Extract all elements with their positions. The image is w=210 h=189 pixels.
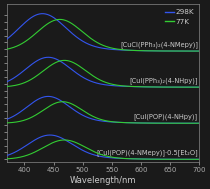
Legend: 298K, 77K: 298K, 77K xyxy=(162,6,197,28)
Text: [CuI(PPh₃)₂(4-NHpy)]: [CuI(PPh₃)₂(4-NHpy)] xyxy=(129,77,198,84)
Text: [CuI(POP)(4-NHpy)]: [CuI(POP)(4-NHpy)] xyxy=(134,114,198,120)
X-axis label: Wavelength/nm: Wavelength/nm xyxy=(70,176,136,185)
Text: [CuCl(PPh₃)₂(4-NMepy)]: [CuCl(PPh₃)₂(4-NMepy)] xyxy=(120,41,198,48)
Text: [CuI(POP)(4-NMepy)]·0.5[Et₂O]: [CuI(POP)(4-NMepy)]·0.5[Et₂O] xyxy=(96,150,198,156)
